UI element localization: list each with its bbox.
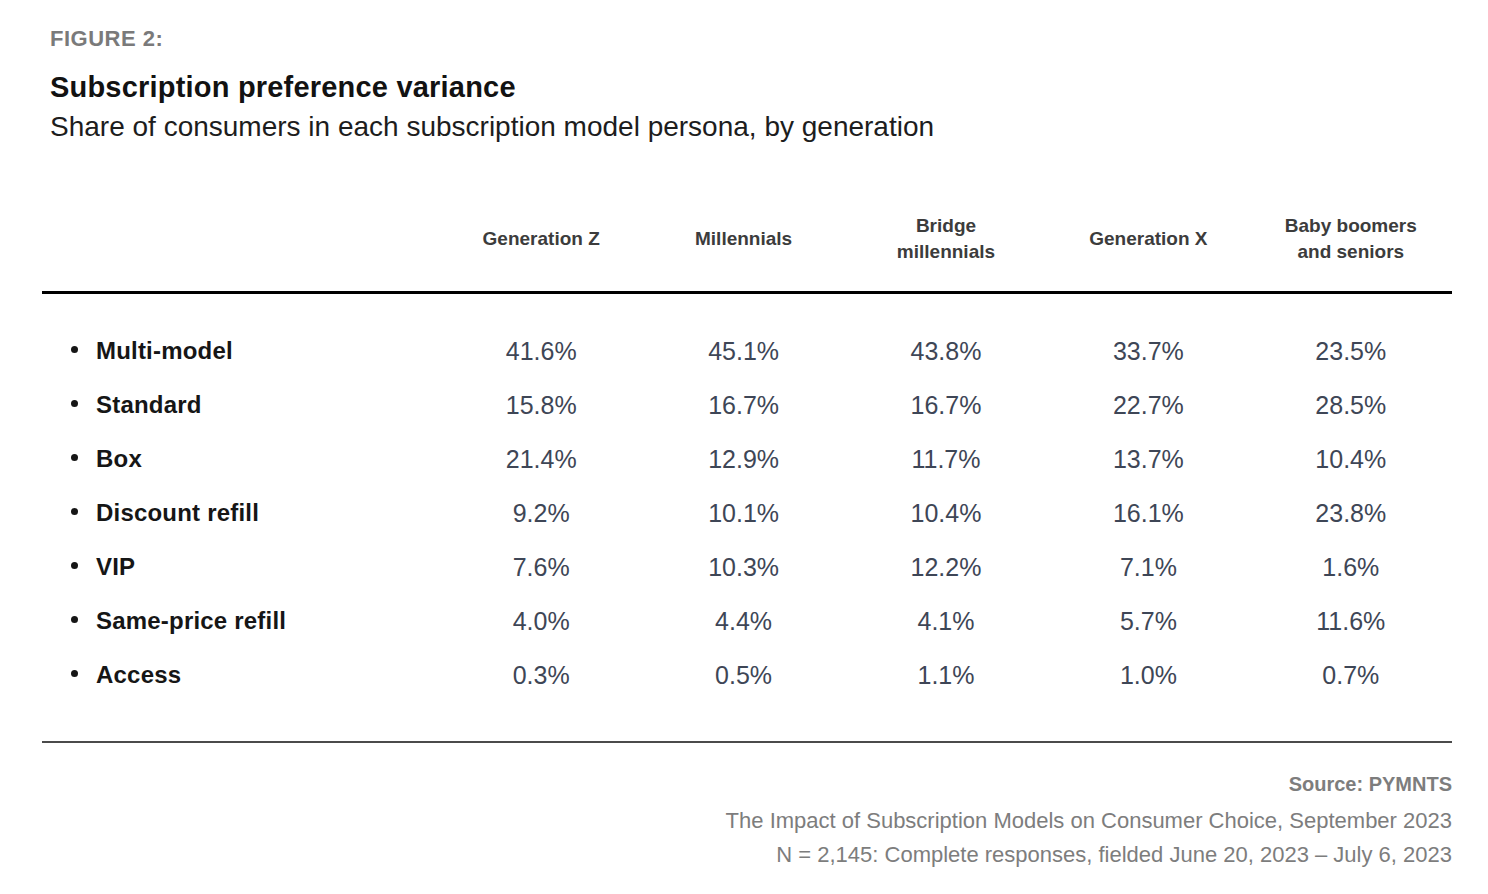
value-cell: 4.1% — [845, 594, 1047, 648]
column-header-2: Bridge millennials — [845, 187, 1047, 293]
subscription-preference-table: Generation Z Millennials Bridge millennial… — [42, 187, 1452, 702]
value-cell: 16.1% — [1047, 486, 1249, 540]
value-cell: 0.7% — [1250, 648, 1452, 702]
value-cell: 7.1% — [1047, 540, 1249, 594]
value-cell: 13.7% — [1047, 432, 1249, 486]
bullet-icon — [71, 562, 78, 569]
table-row: Box 21.4%12.9%11.7%13.7%10.4% — [42, 432, 1452, 486]
figure-header: FIGURE 2: Subscription preference varian… — [50, 26, 1452, 143]
bullet-icon — [71, 508, 78, 515]
table-row: Same-price refill 4.0%4.4%4.1%5.7%11.6% — [42, 594, 1452, 648]
figure-footer: Source: PYMNTS The Impact of Subscriptio… — [42, 772, 1452, 872]
value-cell: 10.4% — [1250, 432, 1452, 486]
row-label-cell: Box — [42, 432, 440, 486]
row-label: Access — [96, 661, 181, 688]
value-cell: 10.4% — [845, 486, 1047, 540]
figure-page: FIGURE 2: Subscription preference varian… — [0, 0, 1488, 872]
value-cell: 1.1% — [845, 648, 1047, 702]
value-cell: 23.5% — [1250, 293, 1452, 379]
value-cell: 11.7% — [845, 432, 1047, 486]
table-row: Access 0.3%0.5%1.1%1.0%0.7% — [42, 648, 1452, 702]
column-header-3: Generation X — [1047, 187, 1249, 293]
row-label-cell: VIP — [42, 540, 440, 594]
row-label: Same-price refill — [96, 607, 286, 634]
value-cell: 23.8% — [1250, 486, 1452, 540]
column-header-label: Bridge millennials — [871, 213, 1021, 264]
figure-number-label: FIGURE 2: — [50, 26, 1452, 52]
figure-subtitle: Share of consumers in each subscription … — [50, 111, 1452, 143]
row-label: Standard — [96, 391, 202, 418]
value-cell: 10.1% — [642, 486, 844, 540]
value-cell: 1.0% — [1047, 648, 1249, 702]
table-row: Standard15.8%16.7%16.7%22.7%28.5% — [42, 378, 1452, 432]
figure-title: Subscription preference variance — [50, 70, 1452, 104]
bullet-icon — [71, 400, 78, 407]
value-cell: 22.7% — [1047, 378, 1249, 432]
value-cell: 11.6% — [1250, 594, 1452, 648]
row-label-cell: Discount refill — [42, 486, 440, 540]
value-cell: 0.3% — [440, 648, 642, 702]
value-cell: 41.6% — [440, 293, 642, 379]
row-label: Multi-model — [96, 337, 233, 364]
value-cell: 15.8% — [440, 378, 642, 432]
column-header-label: Baby boomers and seniors — [1276, 213, 1426, 264]
column-header-label: Generation Z — [483, 226, 600, 252]
row-label-cell: Standard — [42, 378, 440, 432]
value-cell: 45.1% — [642, 293, 844, 379]
value-cell: 16.7% — [642, 378, 844, 432]
bullet-icon — [71, 616, 78, 623]
row-label-cell: Multi-model — [42, 293, 440, 379]
value-cell: 7.6% — [440, 540, 642, 594]
row-label: VIP — [96, 553, 135, 580]
value-cell: 1.6% — [1250, 540, 1452, 594]
column-header-label: Millennials — [695, 226, 792, 252]
bullet-icon — [71, 454, 78, 461]
sample-note: N = 2,145: Complete responses, fielded J… — [42, 838, 1452, 872]
value-cell: 21.4% — [440, 432, 642, 486]
value-cell: 10.3% — [642, 540, 844, 594]
column-header-4: Baby boomers and seniors — [1250, 187, 1452, 293]
column-header-label: Generation X — [1089, 226, 1207, 252]
row-label-cell: Same-price refill — [42, 594, 440, 648]
row-header-cell — [42, 187, 440, 293]
source-credit: Source: PYMNTS — [42, 772, 1452, 796]
row-label: Box — [96, 445, 142, 472]
value-cell: 4.0% — [440, 594, 642, 648]
bottom-rule — [42, 741, 1452, 743]
value-cell: 28.5% — [1250, 378, 1452, 432]
row-label: Discount refill — [96, 499, 259, 526]
value-cell: 12.9% — [642, 432, 844, 486]
table-row: VIP 7.6%10.3%12.2%7.1%1.6% — [42, 540, 1452, 594]
table-row: Discount refill 9.2%10.1%10.4%16.1%23.8% — [42, 486, 1452, 540]
row-label-cell: Access — [42, 648, 440, 702]
value-cell: 43.8% — [845, 293, 1047, 379]
bullet-icon — [71, 670, 78, 677]
value-cell: 12.2% — [845, 540, 1047, 594]
bullet-icon — [71, 346, 78, 353]
column-header-0: Generation Z — [440, 187, 642, 293]
value-cell: 0.5% — [642, 648, 844, 702]
value-cell: 5.7% — [1047, 594, 1249, 648]
table-row: Multi-model 41.6%45.1%43.8%33.7%23.5% — [42, 293, 1452, 379]
table-header-row: Generation Z Millennials Bridge millennial… — [42, 187, 1452, 293]
value-cell: 9.2% — [440, 486, 642, 540]
column-header-1: Millennials — [642, 187, 844, 293]
value-cell: 4.4% — [642, 594, 844, 648]
report-title: The Impact of Subscription Models on Con… — [42, 804, 1452, 838]
value-cell: 33.7% — [1047, 293, 1249, 379]
table-body: Multi-model 41.6%45.1%43.8%33.7%23.5% Stan… — [42, 293, 1452, 703]
value-cell: 16.7% — [845, 378, 1047, 432]
